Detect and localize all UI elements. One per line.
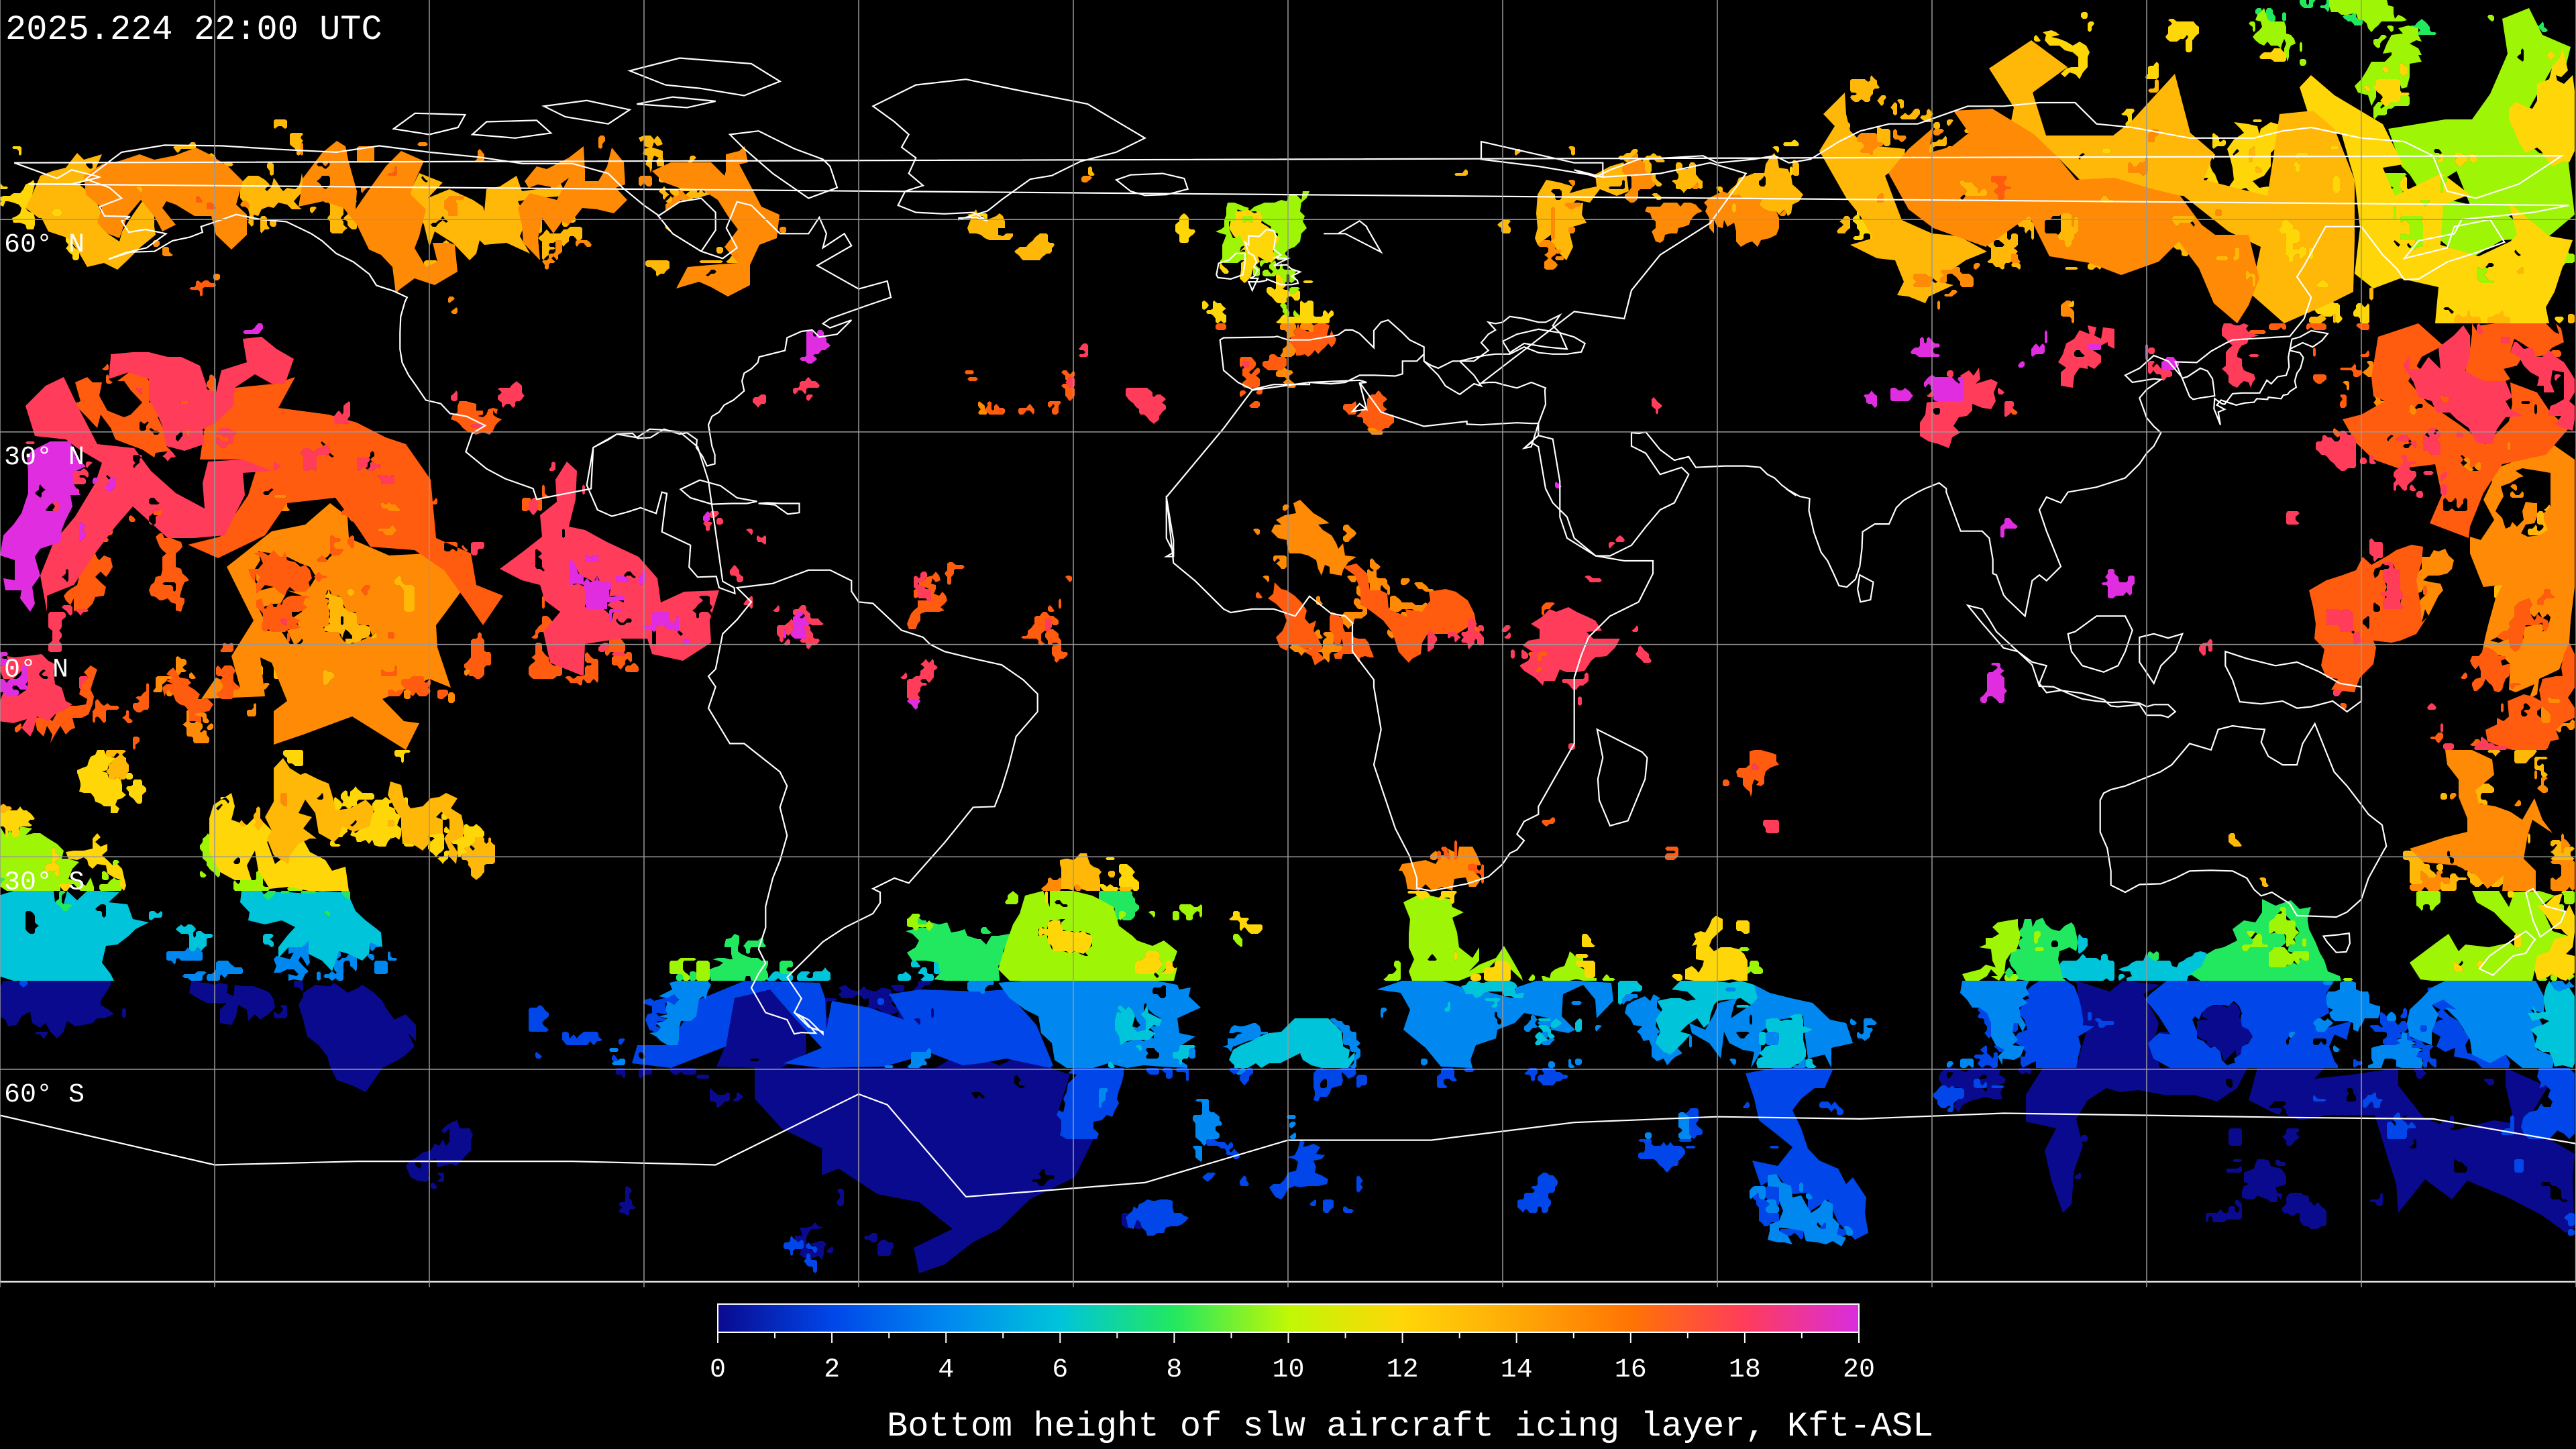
svg-text:30° S: 30° S [4, 867, 85, 898]
svg-text:30° N: 30° N [4, 443, 85, 473]
svg-text:60° N: 60° N [4, 230, 85, 260]
svg-text:Bottom height of slw aircraft: Bottom height of slw aircraft icing laye… [887, 1407, 1933, 1446]
svg-text:6: 6 [1052, 1355, 1068, 1385]
svg-text:18: 18 [1729, 1355, 1761, 1385]
svg-text:2: 2 [824, 1355, 840, 1385]
svg-text:0: 0 [710, 1355, 726, 1385]
svg-text:4: 4 [938, 1355, 954, 1385]
svg-text:14: 14 [1501, 1355, 1533, 1385]
svg-text:60° S: 60° S [4, 1080, 85, 1110]
svg-text:10: 10 [1272, 1355, 1304, 1385]
svg-text:20: 20 [1843, 1355, 1875, 1385]
svg-text:12: 12 [1387, 1355, 1419, 1385]
svg-text:8: 8 [1166, 1355, 1182, 1385]
svg-text:2025.224 22:00 UTC: 2025.224 22:00 UTC [5, 10, 382, 50]
svg-text:0° N: 0° N [4, 655, 68, 686]
svg-text:16: 16 [1615, 1355, 1647, 1385]
